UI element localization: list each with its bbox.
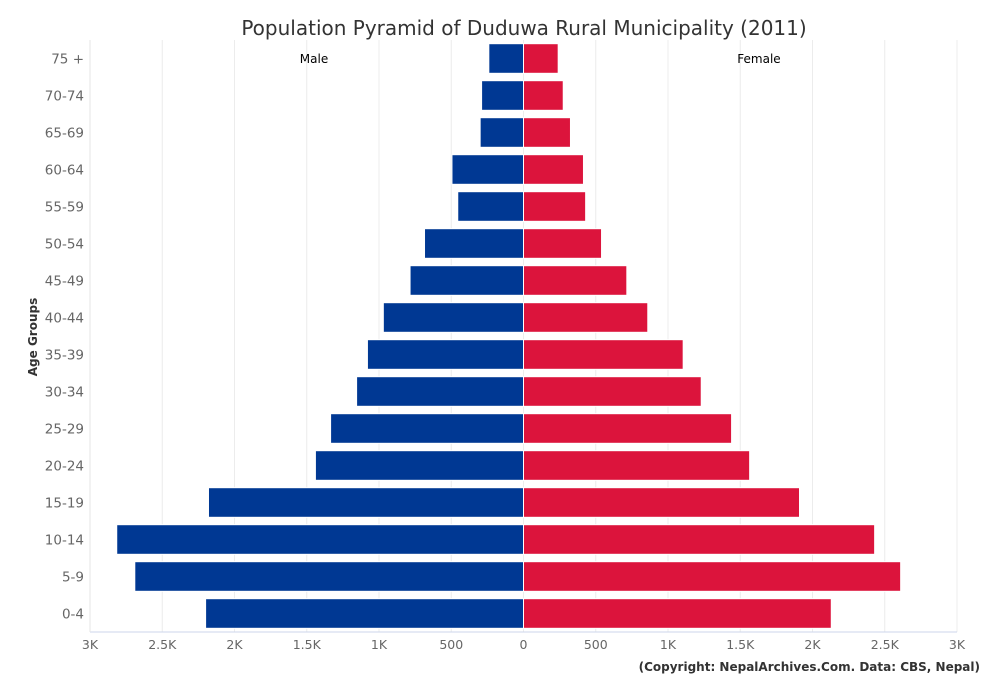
credit-text: (Copyright: NepalArchives.Com. Data: CBS…	[639, 660, 980, 674]
series-label-male: Male	[300, 52, 328, 66]
bar-female-10-14	[523, 524, 876, 555]
y-tick-label: 75 +	[51, 52, 84, 68]
x-tick-label: 500	[584, 637, 608, 652]
bar-male-75	[488, 43, 525, 74]
bar-female-15-19	[523, 487, 800, 518]
bar-female-70-74	[523, 80, 564, 111]
x-tick-label: 1.5K	[293, 637, 322, 652]
y-tick-label: 65-69	[45, 126, 84, 142]
bar-male-35-39	[366, 339, 524, 370]
bar-male-0-4	[205, 598, 524, 629]
x-tick-label: 2.5K	[871, 637, 900, 652]
series-label-female: Female	[737, 52, 780, 66]
bar-female-25-29	[523, 413, 733, 444]
bar-female-20-24	[523, 450, 751, 481]
bar-male-25-29	[330, 413, 524, 444]
bar-male-30-34	[356, 376, 525, 407]
y-tick-label: 50-54	[45, 237, 84, 253]
bar-female-40-44	[523, 302, 649, 333]
bar-female-65-69	[523, 117, 571, 148]
x-axis-labels: 3K 2.5K 2K 1.5K 1K 500 0 500 1K 1.5K 2K 2.5K 3K	[82, 637, 966, 652]
bar-male-10-14	[116, 524, 524, 555]
bar-male-20-24	[314, 450, 525, 481]
y-tick-label: 70-74	[45, 89, 84, 105]
x-tick-label: 1K	[660, 637, 677, 652]
y-tick-label: 45-49	[45, 274, 84, 290]
bar-male-70-74	[481, 80, 524, 111]
bar-male-15-19	[207, 487, 525, 518]
bar-male-50-54	[424, 228, 524, 259]
bar-male-5-9	[134, 561, 524, 592]
bar-female-60-64	[523, 154, 584, 185]
y-tick-label: 20-24	[45, 459, 84, 475]
y-tick-label: 10-14	[45, 533, 84, 549]
bar-female-0-4	[523, 598, 832, 629]
bar-female-35-39	[523, 339, 684, 370]
y-tick-label: 5-9	[62, 570, 84, 586]
bars	[116, 43, 902, 629]
y-tick-label: 60-64	[45, 163, 84, 179]
bar-male-55-59	[457, 191, 524, 222]
x-tick-label: 1.5K	[726, 637, 755, 652]
chart-title: Population Pyramid of Duduwa Rural Munic…	[241, 16, 806, 40]
y-tick-label: 30-34	[45, 385, 84, 401]
bar-female-55-59	[523, 191, 587, 222]
bar-male-60-64	[451, 154, 524, 185]
gridlines	[89, 40, 958, 633]
x-tick-label: 2.5K	[148, 637, 177, 652]
bar-female-45-49	[523, 265, 628, 296]
y-tick-label: 25-29	[45, 422, 84, 438]
x-tick-label: 2K	[804, 637, 821, 652]
y-axis-labels: 75 + 70-74 65-69 60-64 55-59 50-54 45-49 40-44 3…	[45, 52, 84, 623]
x-tick-label: 500	[439, 637, 463, 652]
x-tick-label: 2K	[226, 637, 243, 652]
bar-male-40-44	[382, 302, 524, 333]
bar-male-45-49	[409, 265, 525, 296]
x-tick-label: 3K	[82, 637, 99, 652]
bar-female-75	[523, 43, 559, 74]
bar-female-50-54	[523, 228, 603, 259]
y-tick-label: 35-39	[45, 348, 84, 364]
x-tick-label: 3K	[949, 637, 966, 652]
y-tick-label: 55-59	[45, 200, 84, 216]
bar-female-30-34	[523, 376, 702, 407]
y-tick-label: 15-19	[45, 496, 84, 512]
bar-male-65-69	[479, 117, 524, 148]
y-tick-label: 40-44	[45, 311, 84, 327]
bar-female-5-9	[523, 561, 902, 592]
x-tick-label: 1K	[371, 637, 388, 652]
x-tick-label: 0	[520, 637, 528, 652]
y-tick-label: 0-4	[62, 607, 84, 623]
y-axis-title: Age Groups	[26, 298, 40, 376]
